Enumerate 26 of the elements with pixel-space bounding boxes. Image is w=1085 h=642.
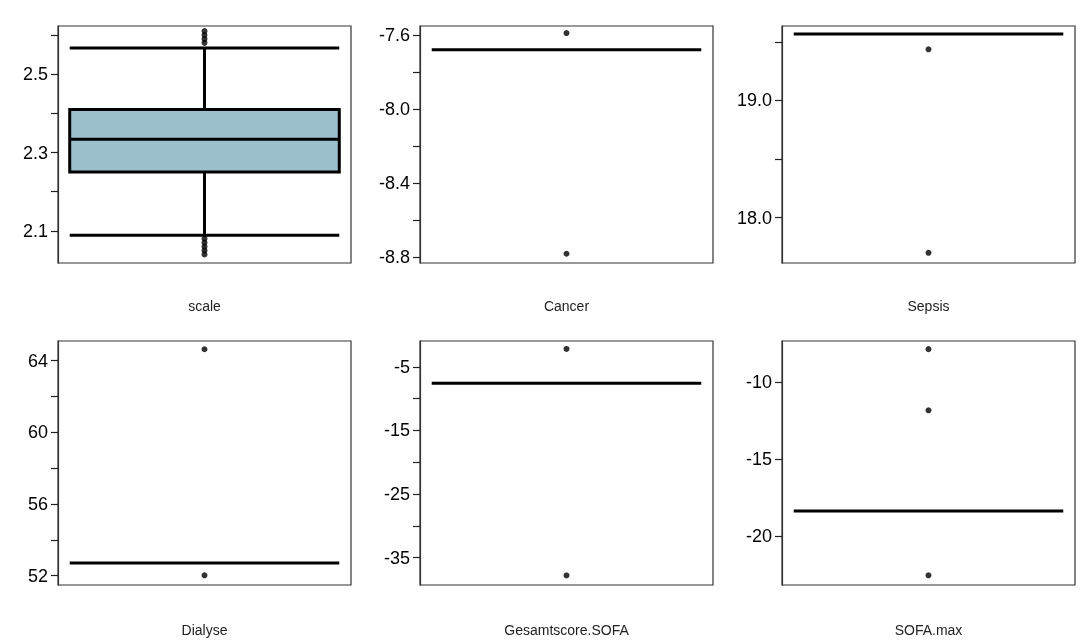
- y-tick-label: -15: [383, 420, 410, 441]
- x-axis-title: Dialyse: [181, 622, 228, 638]
- y-tick-label: 2.5: [22, 64, 48, 85]
- x-axis-title: Sepsis: [907, 298, 950, 314]
- y-tick-label: -25: [383, 484, 410, 505]
- y-tick-label: 52: [27, 565, 48, 586]
- y-tick-label: 19.0: [736, 90, 772, 111]
- y-tick-label: -8.4: [378, 173, 410, 194]
- y-tick-label: 60: [27, 422, 48, 443]
- y-tick-label: 64: [27, 350, 48, 371]
- y-tick-label: 2.3: [22, 142, 48, 163]
- y-tick-label: 18.0: [736, 207, 772, 228]
- y-tick-label: -10: [745, 372, 772, 393]
- y-tick-label: 2.1: [22, 220, 48, 241]
- y-tick-label: 56: [27, 493, 48, 514]
- y-tick-label: -5: [393, 356, 410, 377]
- y-tick-label: -15: [745, 449, 772, 470]
- x-axis-title: SOFA.max: [894, 622, 963, 638]
- x-axis-title: Cancer: [543, 298, 590, 314]
- y-tick-label: -35: [383, 547, 410, 568]
- x-axis-title: Gesamtscore.SOFA: [504, 622, 630, 638]
- y-tick-label: -8.8: [378, 247, 410, 268]
- y-tick-label: -20: [745, 525, 772, 546]
- x-axis-title: scale: [188, 298, 222, 314]
- y-tick-label: -7.6: [378, 24, 410, 45]
- y-tick-label: -8.0: [378, 99, 410, 120]
